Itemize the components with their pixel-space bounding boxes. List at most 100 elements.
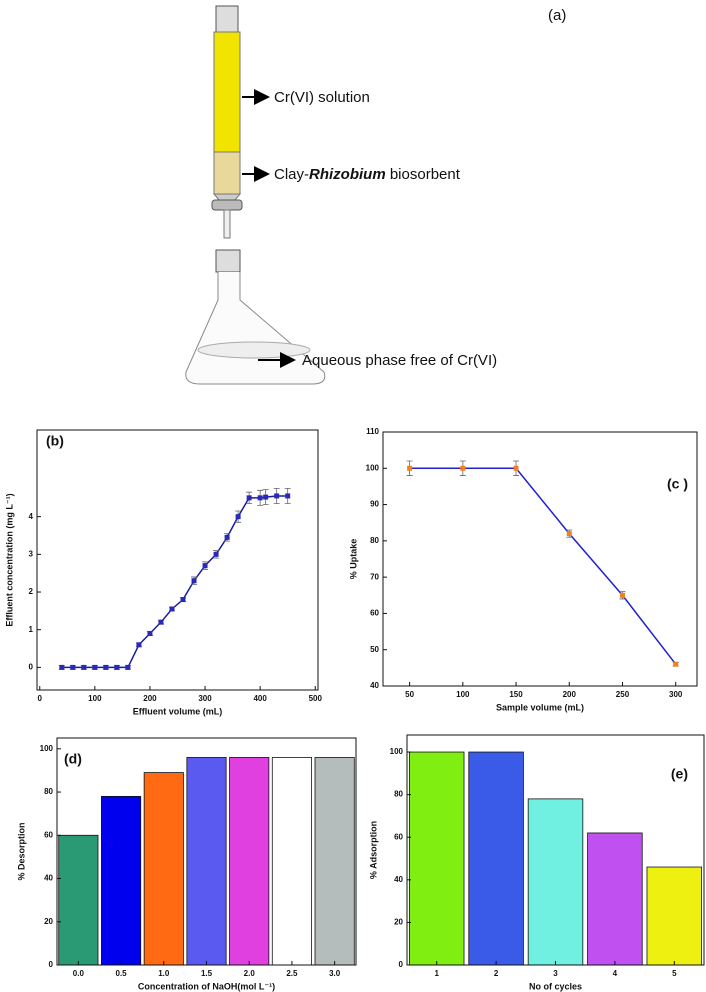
burette-solution (213, 31, 241, 153)
data-point (619, 592, 625, 598)
data-point (274, 493, 280, 499)
data-point (285, 493, 291, 499)
x-tick-label: 100 (88, 694, 102, 703)
y-tick-label: 90 (370, 500, 379, 509)
x-tick-label: 200 (143, 694, 157, 703)
x-tick-label: 0.5 (116, 969, 128, 978)
y-tick-label: 3 (29, 549, 34, 558)
data-point (158, 619, 164, 625)
data-point (673, 661, 679, 667)
bar (587, 832, 643, 966)
data-line (409, 467, 677, 665)
data-point (407, 465, 413, 471)
y-tick-label: 2 (29, 587, 34, 596)
bar (468, 751, 524, 966)
y-tick-label: 100 (390, 747, 404, 756)
data-point (136, 642, 142, 648)
bar (186, 757, 227, 966)
x-tick-label: 1 (434, 969, 439, 978)
x-tick-label: 50 (405, 690, 414, 699)
y-tick-label: 80 (44, 787, 53, 796)
y-tick-label: 0 (29, 663, 34, 672)
data-point (460, 465, 466, 471)
annotation: Cr(VI) solution (274, 89, 370, 106)
y-tick-label: 40 (370, 681, 379, 690)
x-tick-label: 2 (494, 969, 499, 978)
x-tick-label: 300 (198, 694, 212, 703)
y-tick-label: 80 (370, 536, 379, 545)
data-point (103, 664, 109, 670)
x-tick-label: 4 (613, 969, 618, 978)
x-tick-label: 500 (309, 694, 323, 703)
annotation: Aqueous phase free of Cr(VI) (302, 352, 497, 369)
bar (527, 798, 584, 966)
burette-stopper (215, 5, 239, 33)
data-point (125, 664, 131, 670)
data-point (202, 563, 208, 569)
y-tick-label: 60 (44, 830, 53, 839)
y-axis-title: % Desorption (16, 822, 26, 880)
x-tick-label: 3 (553, 969, 558, 978)
x-tick-label: 1.5 (201, 969, 213, 978)
burette-tip (223, 209, 231, 239)
y-tick-label: 60 (370, 609, 379, 618)
x-tick-label: 2.5 (286, 969, 298, 978)
y-axis-title: % Uptake (348, 539, 358, 580)
panel-label: (d) (64, 751, 82, 767)
y-tick-label: 60 (394, 832, 403, 841)
data-point (59, 664, 65, 670)
data-point (235, 514, 241, 520)
annotation: Clay-Rhizobium biosorbent (274, 166, 461, 183)
x-axis-title: Concentration of NaOH(mol L⁻¹) (138, 981, 275, 991)
y-tick-label: 110 (366, 427, 379, 436)
y-tick-label: 100 (40, 744, 54, 753)
y-tick-label: 20 (394, 918, 403, 927)
y-tick-label: 50 (370, 645, 379, 654)
x-tick-label: 1.0 (158, 969, 170, 978)
y-tick-label: 100 (366, 463, 380, 472)
data-point (566, 531, 572, 537)
bar (58, 834, 99, 966)
panel-label: (e) (671, 766, 688, 782)
data-point (224, 534, 230, 540)
plot-frame (36, 429, 319, 691)
x-axis-title: Sample volume (mL) (496, 702, 584, 712)
data-point (81, 664, 87, 670)
x-tick-label: 3.0 (329, 969, 341, 978)
panel-label: (b) (46, 433, 64, 449)
plot-frame (382, 431, 698, 687)
x-tick-label: 0.0 (73, 969, 85, 978)
bar (408, 751, 465, 966)
bar (314, 757, 355, 966)
y-tick-label: 40 (44, 874, 53, 883)
y-tick-label: 4 (29, 512, 34, 521)
data-point (114, 664, 120, 670)
x-tick-label: 2.0 (244, 969, 256, 978)
data-point (263, 494, 269, 500)
x-axis-title: No of cycles (529, 981, 582, 991)
y-axis-title: % Adsorption (368, 821, 378, 879)
y-tick-label: 0 (49, 960, 54, 969)
x-axis-title: Effluent volume (mL) (133, 706, 223, 716)
data-point (147, 630, 153, 636)
x-tick-label: 5 (672, 969, 677, 978)
x-tick-label: 300 (669, 690, 683, 699)
y-tick-label: 0 (399, 960, 404, 969)
chart: 0 1 2 3 4 0 100 200 300 400 500 Effluent volume (mL… (4, 429, 323, 716)
flask-stopper (215, 249, 241, 273)
burette-biosorbent (213, 151, 241, 195)
y-tick-label: 70 (370, 572, 379, 581)
x-tick-label: 0 (38, 694, 43, 703)
data-point (246, 495, 252, 501)
data-point (257, 495, 263, 501)
bar (271, 757, 312, 966)
stopcock (211, 199, 243, 211)
y-tick-label: 20 (44, 917, 53, 926)
data-point (513, 465, 519, 471)
bar (101, 795, 142, 966)
x-tick-label: 150 (509, 690, 523, 699)
data-point (191, 578, 197, 584)
x-tick-label: 250 (616, 690, 630, 699)
x-tick-label: 400 (253, 694, 267, 703)
